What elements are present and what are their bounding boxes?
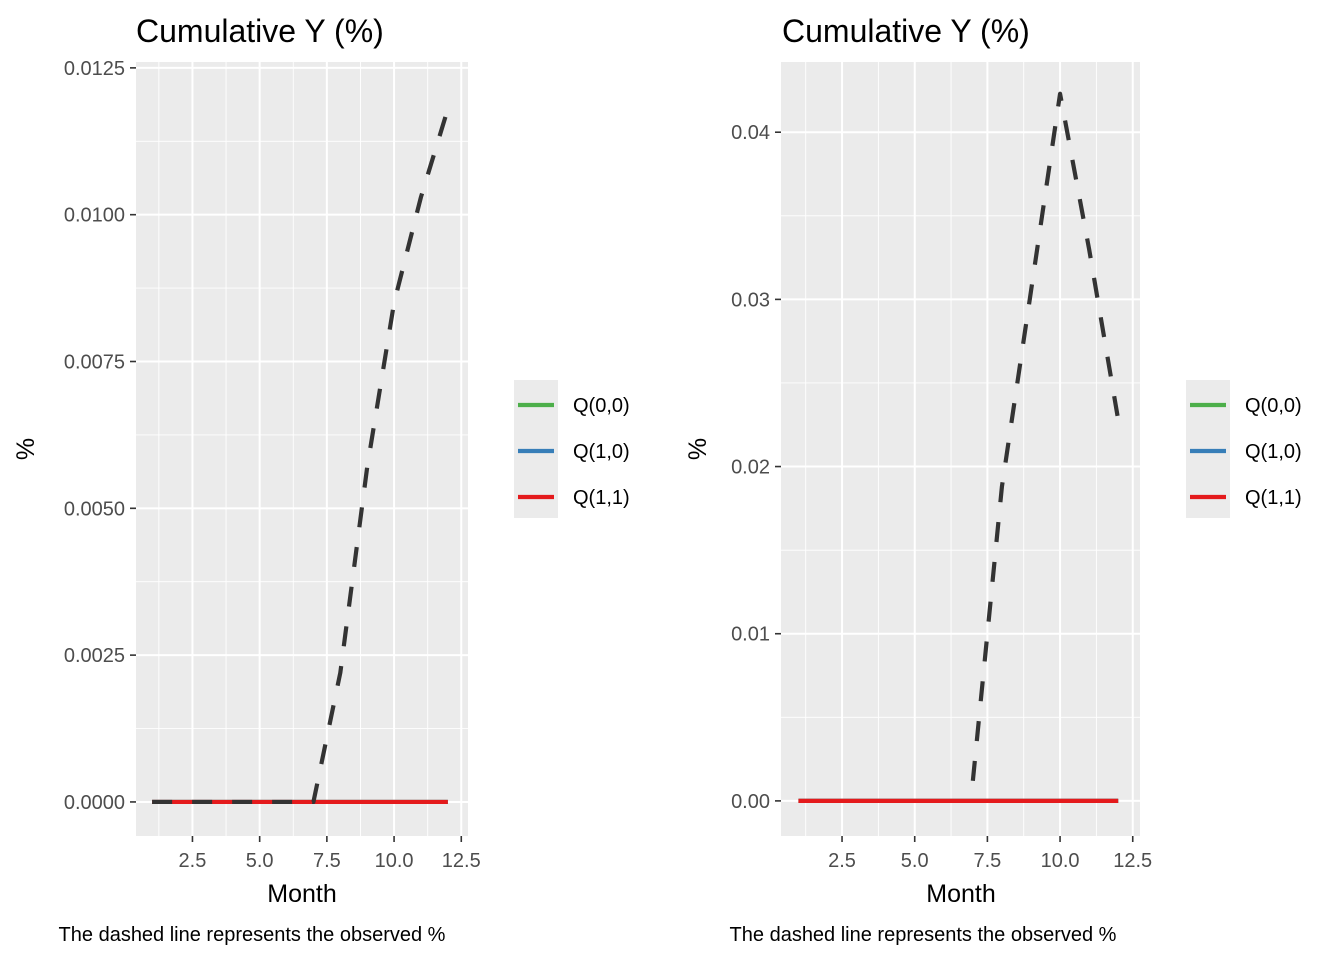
y-axis-label: %	[12, 438, 40, 460]
chart-title: Cumulative Y (%)	[782, 13, 1030, 49]
y-tick-label: 0.02	[731, 457, 770, 479]
legend-label: Q(1,1)	[1245, 487, 1302, 509]
x-tick-label: 10.0	[375, 850, 414, 872]
y-tick-label: 0.00	[731, 791, 770, 813]
x-tick-label: 12.5	[442, 850, 481, 872]
chart-title: Cumulative Y (%)	[136, 13, 384, 49]
chart-panel-2: 2.5 5.0 7.5 10.0 12.5 0.00 0.01 0.02 0.03 0.04 Cum…	[684, 13, 1302, 946]
observed-dashed-line	[152, 108, 450, 805]
legend: Q(0,0) Q(1,0) Q(1,1)	[514, 380, 630, 518]
plot-panel	[781, 62, 1140, 836]
x-tick-label: 5.0	[901, 850, 929, 872]
y-tick-label: 0.0100	[64, 205, 125, 227]
plot-panel	[136, 62, 468, 836]
legend-label: Q(1,1)	[573, 487, 630, 509]
legend-label: Q(0,0)	[573, 395, 630, 417]
x-tick-label: 7.5	[313, 850, 341, 872]
x-axis-label: Month	[926, 880, 995, 908]
x-tick-label: 2.5	[828, 850, 856, 872]
x-tick-label: 2.5	[179, 850, 207, 872]
x-tick-label: 7.5	[973, 850, 1001, 872]
y-tick-label: 0.01	[731, 624, 770, 646]
x-axis-label: Month	[267, 880, 336, 908]
legend-label: Q(1,0)	[573, 441, 630, 463]
x-tick-label: 12.5	[1113, 850, 1152, 872]
y-axis-label: %	[684, 438, 712, 460]
observed-dashed-line	[970, 91, 1121, 782]
y-tick-label: 0.0050	[64, 498, 125, 520]
chart-caption: The dashed line represents the observed …	[730, 924, 1117, 946]
y-tick-label: 0.0125	[64, 58, 125, 80]
chart-panel-1: 2.5 5.0 7.5 10.0 12.5 0.0000 0.0025 0.0050 0.007…	[12, 13, 630, 946]
y-tick-label: 0.0025	[64, 645, 125, 667]
legend: Q(0,0) Q(1,0) Q(1,1)	[1186, 380, 1302, 518]
legend-label: Q(1,0)	[1245, 441, 1302, 463]
chart-caption: The dashed line represents the observed …	[59, 924, 446, 946]
legend-label: Q(0,0)	[1245, 395, 1302, 417]
y-tick-label: 0.0075	[64, 351, 125, 373]
y-tick-label: 0.0000	[64, 792, 125, 814]
y-tick-label: 0.03	[731, 289, 770, 311]
y-tick-label: 0.04	[731, 122, 770, 144]
x-tick-label: 10.0	[1041, 850, 1080, 872]
x-tick-label: 5.0	[246, 850, 274, 872]
